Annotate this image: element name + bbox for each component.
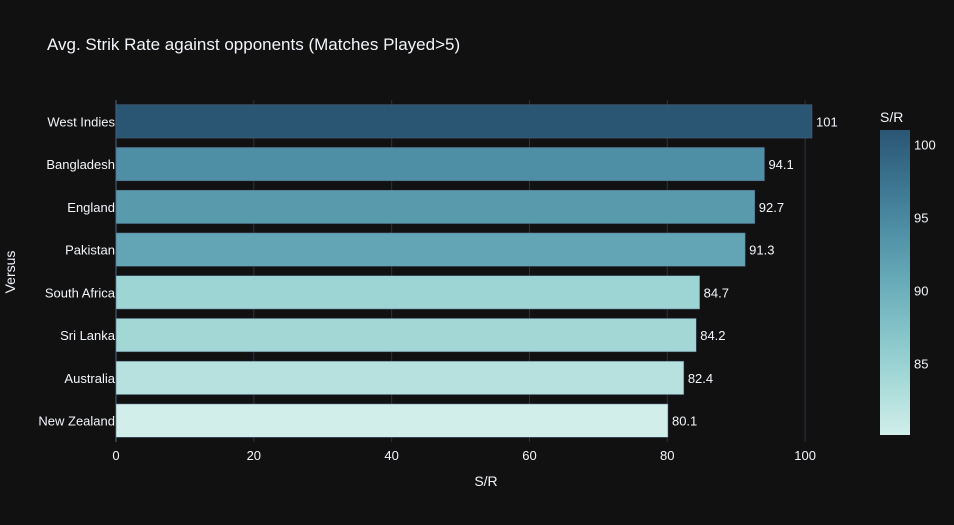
- bar: [115, 147, 765, 182]
- x-tick-label: 20: [247, 448, 261, 463]
- colorbar-tick-label: 100: [914, 138, 936, 153]
- y-tick-labels: West Indies Bangladesh England Pakistan Sout…: [38, 114, 115, 428]
- data-label: 80.1: [672, 414, 697, 429]
- colorbar-ticks: 85 90 95 100: [914, 138, 936, 372]
- x-axis-title: S/R: [474, 473, 497, 489]
- colorbar-tick-label: 95: [914, 211, 928, 226]
- bar: [115, 189, 756, 224]
- bar: [115, 318, 697, 353]
- bar: [115, 275, 700, 310]
- bar: [115, 232, 746, 267]
- data-label: 101: [816, 114, 838, 129]
- chart-title: Avg. Strik Rate against opponents (Match…: [47, 35, 460, 54]
- bar: [115, 104, 813, 139]
- colorbar-tick-label: 85: [914, 356, 928, 371]
- data-label: 91.3: [749, 243, 774, 258]
- y-tick-label: Australia: [64, 371, 115, 386]
- data-label: 82.4: [688, 371, 713, 386]
- colorbar: S/R 85 90 95 100: [880, 109, 936, 435]
- y-tick-label: New Zealand: [38, 414, 115, 429]
- bar: [115, 360, 685, 395]
- y-tick-label: England: [67, 200, 115, 215]
- y-tick-label: Pakistan: [65, 243, 115, 258]
- y-tick-label: South Africa: [45, 285, 116, 300]
- colorbar-gradient: [880, 130, 910, 435]
- bar: [115, 403, 669, 438]
- x-tick-labels: 0 20 40 60 80 100: [112, 448, 816, 463]
- y-tick-label: West Indies: [47, 114, 115, 129]
- x-tick-label: 0: [112, 448, 119, 463]
- bars-group: [115, 104, 813, 438]
- data-label: 92.7: [759, 200, 784, 215]
- colorbar-title: S/R: [880, 109, 903, 125]
- data-labels-group: 101 94.1 92.7 91.3 84.7 84.2 82.4 80.1: [672, 114, 838, 428]
- data-label: 84.7: [704, 285, 729, 300]
- y-axis-title: Versus: [2, 251, 18, 294]
- x-tick-label: 100: [794, 448, 816, 463]
- x-tick-label: 40: [384, 448, 398, 463]
- colorbar-tick-label: 90: [914, 284, 928, 299]
- y-tick-label: Bangladesh: [46, 157, 115, 172]
- data-label: 94.1: [768, 157, 793, 172]
- x-tick-label: 80: [660, 448, 674, 463]
- data-label: 84.2: [700, 328, 725, 343]
- x-tick-label: 60: [522, 448, 536, 463]
- y-tick-label: Sri Lanka: [60, 328, 116, 343]
